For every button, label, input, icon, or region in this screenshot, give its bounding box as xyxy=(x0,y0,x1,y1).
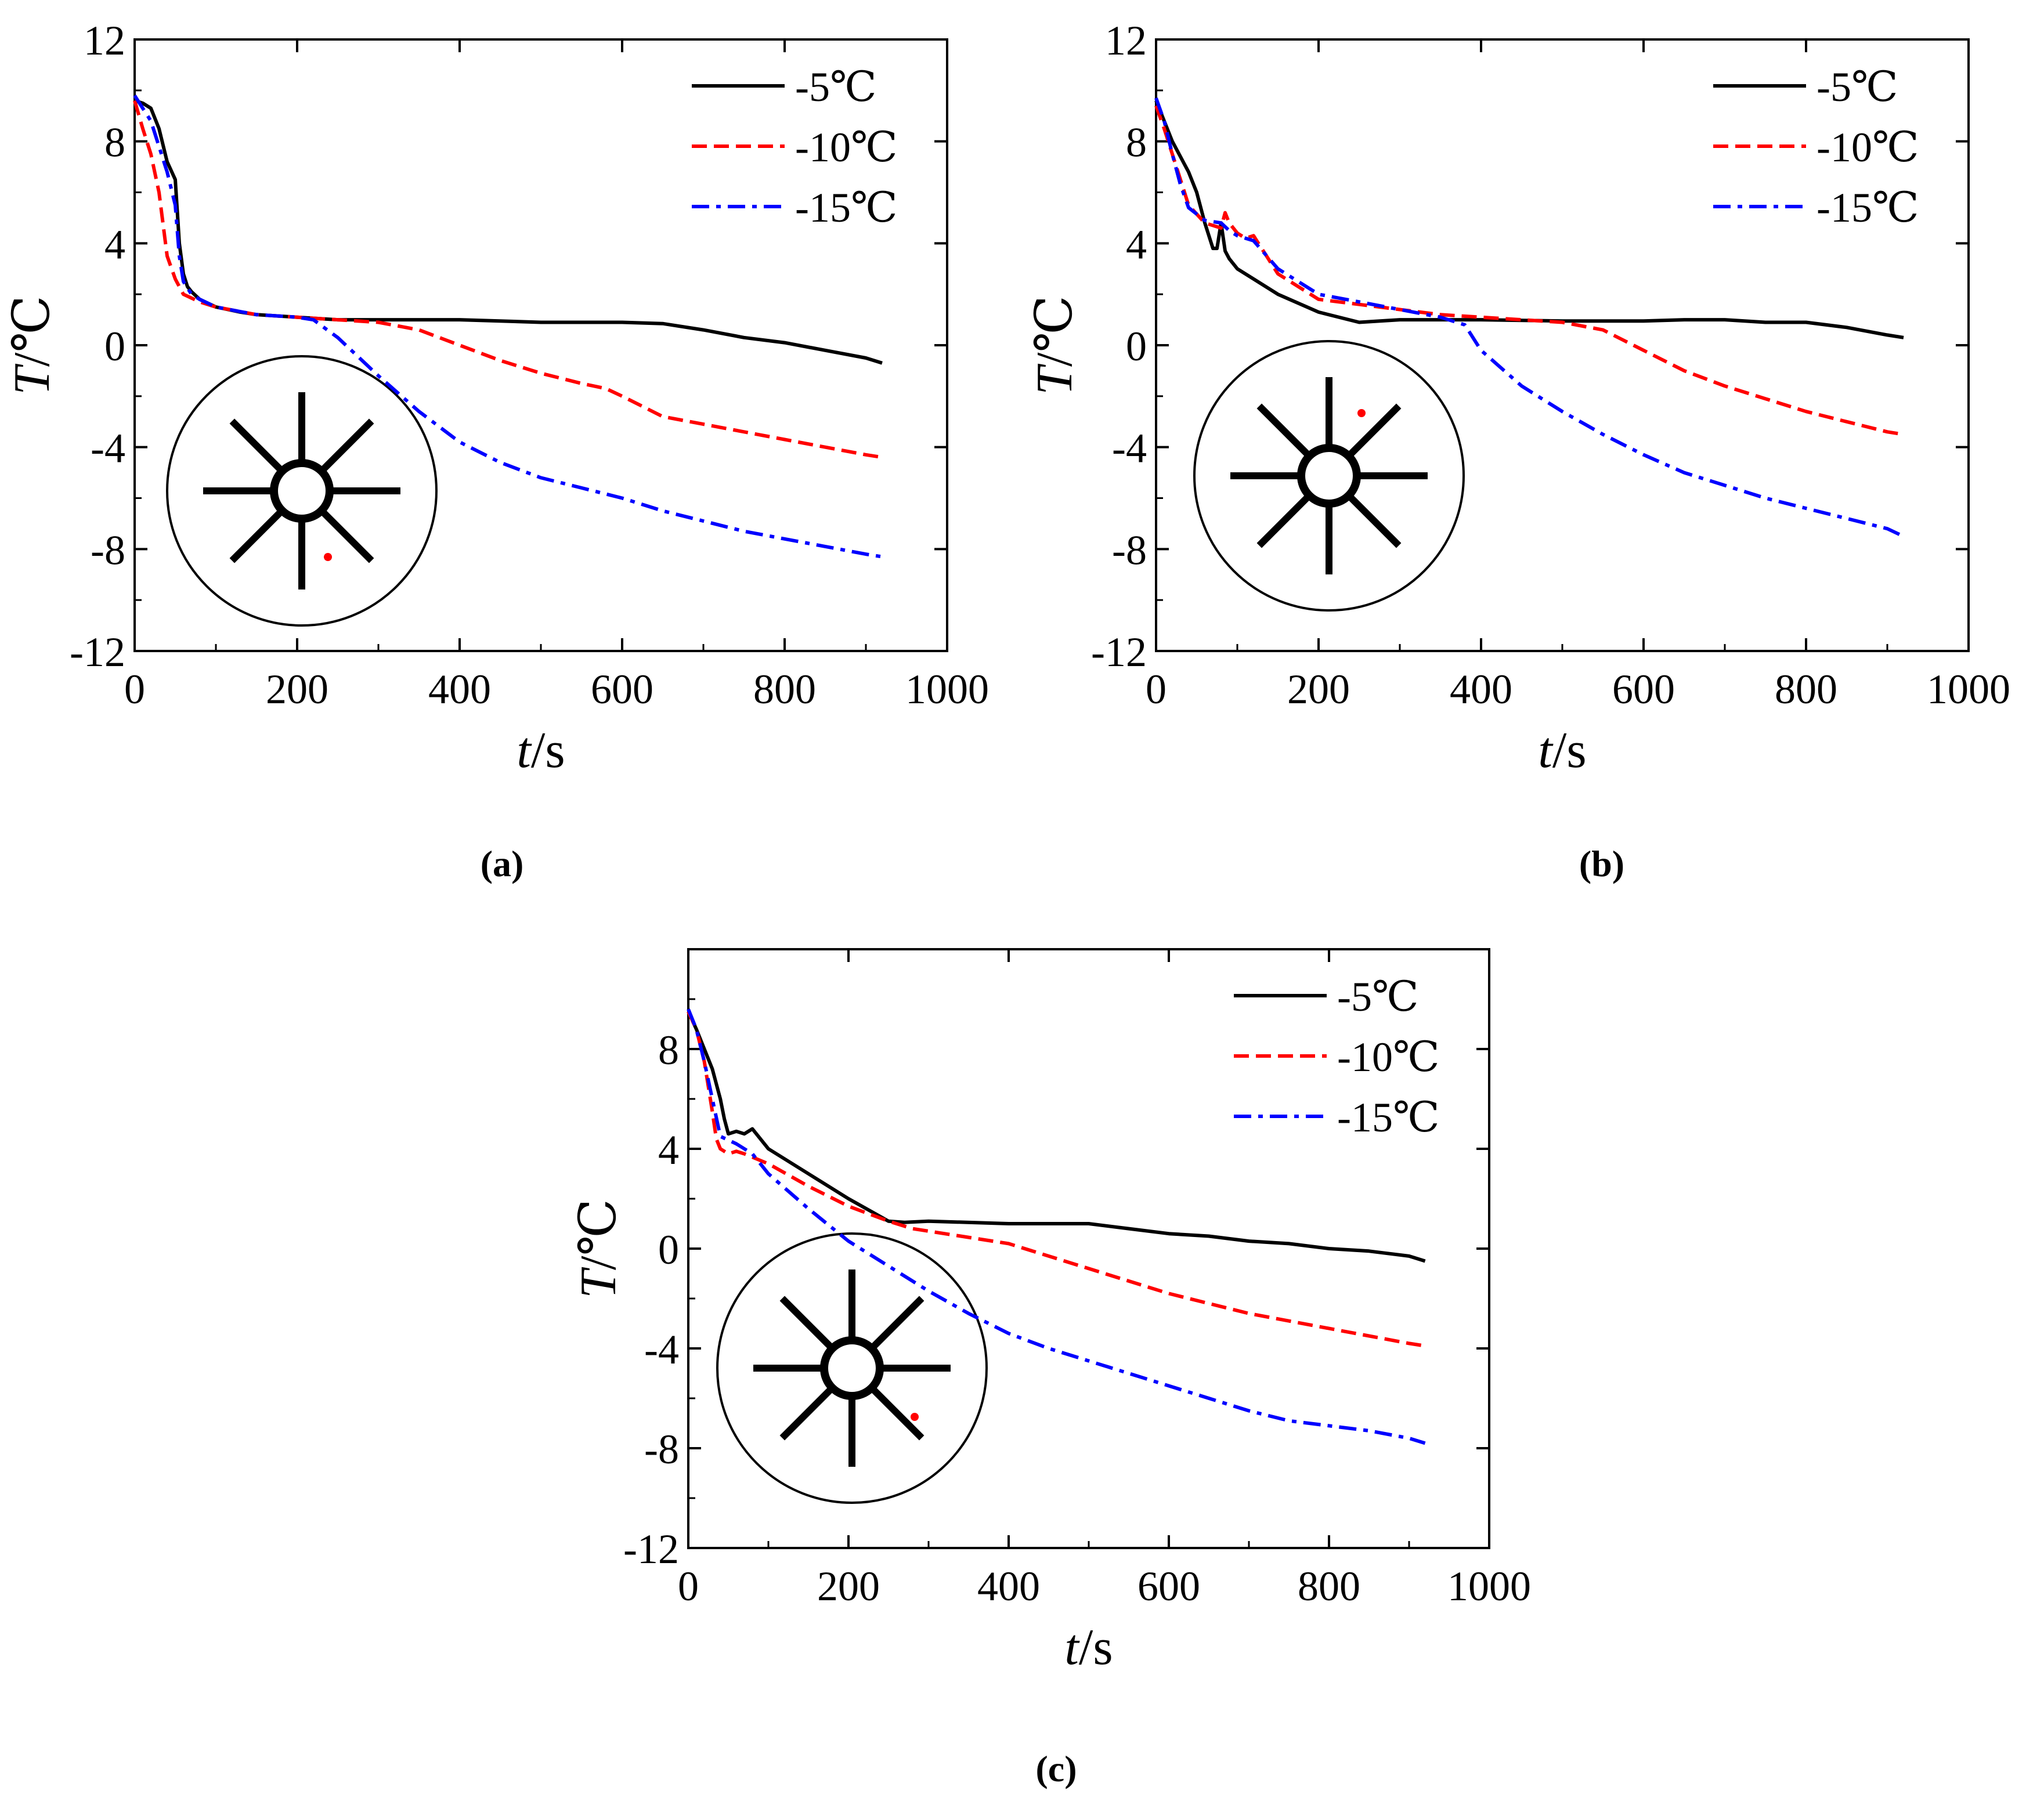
y-tick-label: -12 xyxy=(623,1526,679,1572)
x-axis-variable: t xyxy=(1538,722,1554,779)
legend: -5℃ -10℃ -15℃ xyxy=(1713,64,1919,231)
series-line--15℃ xyxy=(1154,97,1905,538)
y-tick-label: -8 xyxy=(91,527,125,573)
y-tick-label: -12 xyxy=(70,629,125,675)
y-axis-variable: T xyxy=(4,363,60,395)
x-tick-label: 600 xyxy=(1612,666,1675,712)
series-line--15℃ xyxy=(687,1008,1426,1445)
series-line--5℃ xyxy=(1154,100,1904,339)
x-tick-label: 600 xyxy=(591,666,653,712)
x-axis-variable: t xyxy=(517,722,532,779)
panel-label: (c) xyxy=(1035,1748,1077,1789)
y-tick-label: -4 xyxy=(1112,425,1147,472)
legend-label: -10℃ xyxy=(1337,1034,1440,1080)
legend-label: -10℃ xyxy=(1817,124,1919,171)
y-tick-label: 4 xyxy=(1126,221,1147,267)
x-tick-label: 0 xyxy=(1146,666,1167,712)
x-tick-label: 800 xyxy=(1298,1563,1360,1610)
x-tick-label: 800 xyxy=(753,666,816,712)
series-line--5℃ xyxy=(134,99,883,365)
x-axis-title: t/s xyxy=(1538,722,1586,779)
x-tick-label: 400 xyxy=(1450,666,1512,712)
y-tick-label: 0 xyxy=(658,1227,679,1273)
chart-panel-c: 0 200 400 600 800 1000 -12 -8 -4 0 4 8 t/s T/℃ -5℃ -10℃… xyxy=(570,948,1531,1789)
x-tick-label: 200 xyxy=(817,1563,880,1610)
y-axis-variable: T xyxy=(1027,363,1083,395)
legend: -5℃ -10℃ -15℃ xyxy=(1234,974,1440,1141)
y-tick-label: 0 xyxy=(1126,323,1147,370)
x-tick-label: 1000 xyxy=(1927,666,2010,712)
legend-label: -15℃ xyxy=(795,185,898,231)
chart-panel-a: 0 200 400 600 800 1000 -12 -8 -4 0 4 8 12 t/s T/℃ -5℃ -1… xyxy=(4,17,989,884)
x-tick-label: 1000 xyxy=(905,666,989,712)
x-axis-unit: /s xyxy=(1552,722,1587,779)
y-tick-label: -4 xyxy=(91,425,125,472)
y-tick-label: 0 xyxy=(104,323,125,370)
y-axis-unit: /℃ xyxy=(1027,295,1083,367)
legend-label: -15℃ xyxy=(1817,185,1919,231)
series-line--10℃ xyxy=(133,100,883,460)
x-tick-label: 400 xyxy=(428,666,491,712)
y-axis-variable: T xyxy=(570,1267,627,1299)
legend-label: -15℃ xyxy=(1337,1094,1440,1141)
x-tick-label: 200 xyxy=(266,666,328,712)
x-axis-title: t/s xyxy=(1064,1619,1113,1676)
panel-label: (a) xyxy=(481,843,524,884)
x-tick-label: 400 xyxy=(977,1563,1040,1610)
x-axis-variable: t xyxy=(1064,1619,1080,1676)
inset-cross-section xyxy=(716,1232,988,1504)
y-tick-label: -8 xyxy=(644,1426,679,1473)
x-axis-title: t/s xyxy=(517,722,565,779)
y-tick-label: 8 xyxy=(104,120,125,166)
legend-label: -5℃ xyxy=(1817,64,1898,110)
inset-cross-section xyxy=(166,355,438,627)
x-tick-label: 1000 xyxy=(1447,1563,1531,1610)
inset-cross-section xyxy=(1193,340,1465,612)
x-tick-label: 0 xyxy=(124,666,145,712)
inset-probe-marker xyxy=(324,553,332,561)
series-line--15℃ xyxy=(133,94,883,559)
y-axis-unit: /℃ xyxy=(570,1199,627,1270)
y-axis-unit: /℃ xyxy=(4,295,60,367)
legend-label: -5℃ xyxy=(795,64,877,110)
y-tick-label: -12 xyxy=(1091,629,1147,675)
legend: -5℃ -10℃ -15℃ xyxy=(692,64,898,231)
y-tick-label: 12 xyxy=(1105,17,1147,64)
series-line--5℃ xyxy=(687,1011,1426,1263)
legend-label: -5℃ xyxy=(1337,974,1419,1020)
y-tick-label: -4 xyxy=(644,1326,679,1373)
inset-tube xyxy=(270,459,334,523)
series-line--10℃ xyxy=(1154,105,1904,436)
x-axis-unit: /s xyxy=(1079,1619,1113,1676)
x-tick-label: 0 xyxy=(678,1563,699,1610)
y-tick-label: -8 xyxy=(1112,527,1147,573)
y-axis-title: T/℃ xyxy=(570,1199,627,1299)
y-tick-label: 4 xyxy=(104,221,125,267)
y-axis-title: T/℃ xyxy=(4,295,60,395)
chart-panel-b: 0 200 400 600 800 1000 -12 -8 -4 0 4 8 12 t/s T/℃ -5℃ -1… xyxy=(1027,17,2010,884)
x-tick-label: 800 xyxy=(1775,666,1837,712)
y-tick-label: 4 xyxy=(658,1127,679,1173)
x-tick-label: 600 xyxy=(1137,1563,1200,1610)
y-tick-label: 8 xyxy=(1126,120,1147,166)
y-tick-label: 12 xyxy=(84,17,125,64)
x-tick-label: 200 xyxy=(1287,666,1350,712)
legend-label: -10℃ xyxy=(795,124,898,171)
inset-probe-marker xyxy=(1357,409,1366,417)
y-tick-label: 8 xyxy=(658,1027,679,1073)
inset-probe-marker xyxy=(911,1413,919,1421)
inset-tube xyxy=(820,1336,884,1400)
y-axis-title: T/℃ xyxy=(1027,295,1083,395)
inset-tube xyxy=(1297,444,1361,508)
panel-label: (b) xyxy=(1579,843,1624,884)
x-axis-unit: /s xyxy=(531,722,565,779)
